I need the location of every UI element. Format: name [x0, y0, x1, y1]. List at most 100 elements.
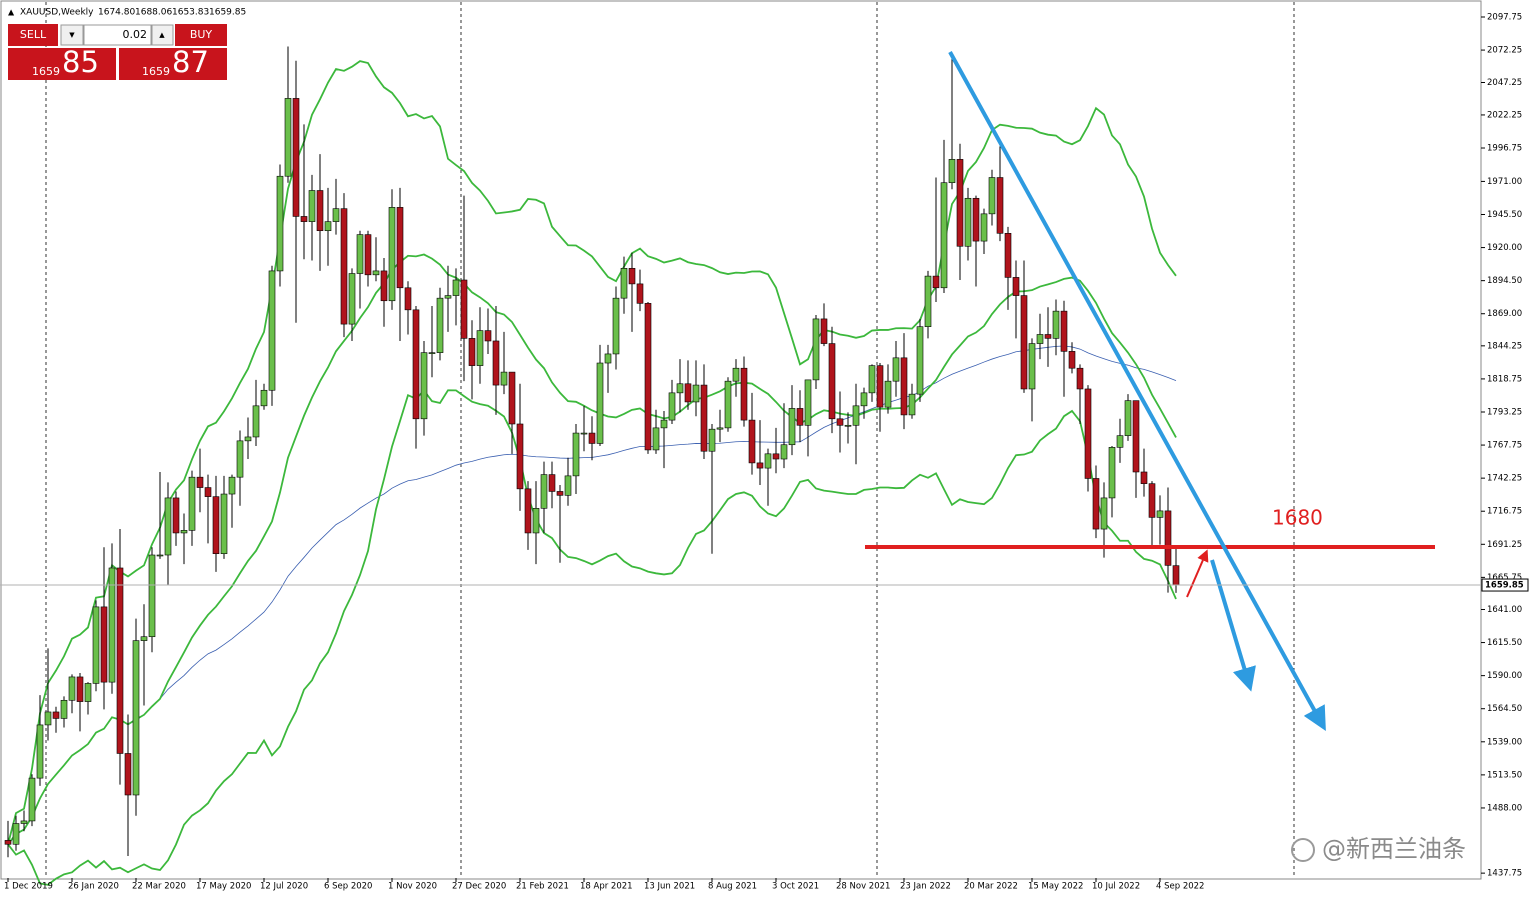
- candle-body: [876, 365, 884, 408]
- pullback-arrow: [1186, 549, 1209, 598]
- candle-body: [252, 405, 260, 438]
- candle-body: [1124, 400, 1132, 436]
- candle-body: [396, 207, 404, 289]
- candle-body: [1076, 367, 1084, 390]
- bb-upper: [7, 60, 1177, 845]
- candle-body: [860, 392, 868, 407]
- candle-body: [676, 383, 684, 394]
- candle-body: [348, 273, 356, 325]
- candle-body: [164, 497, 172, 556]
- candle-body: [516, 423, 524, 490]
- price-tag: [1481, 578, 1529, 592]
- candle-body: [124, 753, 132, 796]
- candle-body: [620, 268, 628, 299]
- candle-body: [668, 392, 676, 421]
- candle-body: [868, 365, 876, 394]
- candle-body: [372, 270, 380, 276]
- y-tick-label: 1665.75: [1487, 573, 1522, 583]
- candle-body: [204, 487, 212, 497]
- sell-button[interactable]: [8, 24, 58, 46]
- y-tick-label: 1894.50: [1487, 276, 1522, 286]
- y-tick-label: 2047.25: [1487, 78, 1522, 88]
- y-tick-label: 1971.00: [1487, 177, 1522, 187]
- candle-body: [804, 379, 812, 426]
- candle-body: [28, 777, 36, 822]
- candle-body: [844, 424, 852, 427]
- candle-body: [724, 380, 732, 429]
- candle-body: [916, 326, 924, 395]
- candle-body: [700, 384, 708, 452]
- candle-body: [660, 419, 668, 429]
- candle-body: [540, 474, 548, 509]
- candle-body: [428, 352, 436, 354]
- candle-body: [772, 453, 780, 460]
- candle-body: [20, 820, 28, 824]
- buy-label[interactable]: BUY: [190, 28, 213, 41]
- bid-box[interactable]: [8, 48, 116, 80]
- candle-body: [652, 427, 660, 451]
- candle-body: [100, 606, 108, 683]
- candle-body: [1036, 334, 1044, 344]
- lot-down[interactable]: [60, 24, 84, 46]
- candle-body: [292, 98, 300, 217]
- buy-button[interactable]: [175, 24, 227, 46]
- symbol: XAUUSD,Weekly: [20, 8, 94, 18]
- candle-body: [564, 475, 572, 496]
- ask-box[interactable]: [119, 48, 227, 80]
- sell-label[interactable]: SELL: [20, 28, 47, 41]
- candle-body: [684, 383, 692, 403]
- candle-body: [1172, 565, 1180, 586]
- candle-body: [1052, 310, 1060, 339]
- candle-body: [132, 640, 140, 796]
- candle-body: [740, 367, 748, 421]
- candle-body: [108, 567, 116, 683]
- candle-body: [780, 444, 788, 460]
- candle-body: [940, 182, 948, 289]
- candle-body: [932, 275, 940, 289]
- candle-body: [980, 213, 988, 242]
- candle-body: [1044, 334, 1052, 339]
- candle-body: [340, 208, 348, 325]
- candle-body: [596, 362, 604, 444]
- candle-body: [1012, 277, 1020, 296]
- candle-body: [212, 496, 220, 555]
- candle-body: [84, 683, 92, 702]
- x-tick-label: 13 Jun 2021: [644, 882, 695, 892]
- ask-small: 87: [172, 45, 209, 79]
- candle-body: [1060, 310, 1068, 352]
- x-tick-label: 6 Sep 2020: [324, 882, 372, 892]
- candle-body: [260, 389, 268, 407]
- x-tick-label: 23 Jan 2022: [900, 882, 951, 892]
- candle-body: [140, 636, 148, 641]
- watermark: @新西兰油条: [1322, 835, 1466, 863]
- x-tick-label: 20 Mar 2022: [964, 882, 1018, 892]
- lot-input[interactable]: [83, 24, 152, 46]
- candle-body: [908, 393, 916, 416]
- y-tick-label: 1513.50: [1487, 770, 1522, 780]
- candle-body: [244, 436, 252, 442]
- candle-body: [892, 357, 900, 382]
- y-tick-label: 2022.25: [1487, 110, 1522, 120]
- x-tick-label: 15 May 2022: [1028, 882, 1083, 892]
- y-tick-label: 1767.75: [1487, 441, 1522, 451]
- candle-body: [116, 567, 124, 754]
- candle-body: [412, 309, 420, 420]
- y-tick-label: 1945.50: [1487, 210, 1522, 220]
- lot-up[interactable]: [151, 24, 174, 46]
- y-tick-label: 1539.00: [1487, 737, 1522, 747]
- candle-body: [60, 699, 68, 719]
- candle-body: [556, 491, 564, 496]
- y-tick-label: 1590.00: [1487, 671, 1522, 681]
- candle-body: [220, 493, 228, 555]
- candle-body: [52, 711, 60, 719]
- x-tick-label: 17 May 2020: [196, 882, 251, 892]
- x-tick-label: 10 Jul 2022: [1092, 882, 1140, 892]
- y-tick-label: 1488.00: [1487, 803, 1522, 813]
- candle-body: [156, 554, 164, 557]
- candle-body: [356, 234, 364, 274]
- candle-body: [604, 353, 612, 364]
- candle-body: [452, 279, 460, 296]
- menu-triangle: ▲: [8, 8, 15, 17]
- candle-body: [820, 318, 828, 344]
- candle-body: [1164, 510, 1172, 566]
